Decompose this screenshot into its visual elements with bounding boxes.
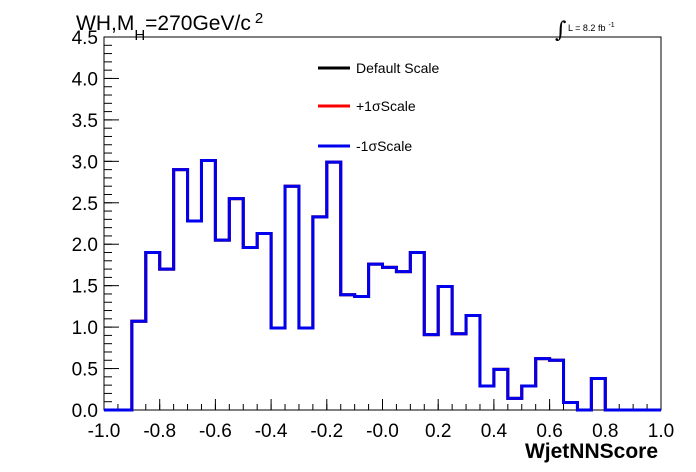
x-tick-label: -0.0 bbox=[366, 421, 399, 442]
legend: Default Scale +1σScale -1σScale bbox=[318, 60, 439, 154]
y-tick-label: 3.0 bbox=[72, 152, 98, 173]
x-tick-label: 0.4 bbox=[481, 421, 508, 442]
x-tick-label: -0.6 bbox=[199, 421, 232, 442]
y-tick-label: 3.5 bbox=[72, 111, 98, 132]
x-tick-label: -1.0 bbox=[88, 421, 121, 442]
x-tick-label: -0.4 bbox=[255, 421, 288, 442]
chart-title: WH,MH=270GeV/c 2 bbox=[76, 10, 263, 44]
y-tick-label: 1.0 bbox=[72, 318, 98, 339]
series-group bbox=[104, 159, 661, 412]
x-tick-label: 1.0 bbox=[648, 421, 674, 442]
y-tick-label: 0.5 bbox=[72, 360, 98, 381]
y-tick-label: 2.0 bbox=[72, 235, 98, 256]
y-tick-label: 4.5 bbox=[72, 28, 98, 49]
x-tick-label: -0.2 bbox=[310, 421, 343, 442]
x-tick-label: 0.8 bbox=[592, 421, 618, 442]
legend-label: -1σScale bbox=[356, 138, 412, 154]
y-tick-label: 1.5 bbox=[72, 277, 98, 298]
lumi-superscript: -1 bbox=[608, 22, 614, 29]
title-subscript: H bbox=[134, 27, 145, 44]
title-main: WH,M bbox=[76, 12, 134, 35]
lumi-label: L = 8.2 fb -1 bbox=[568, 22, 615, 33]
lumi-integral: ∫ bbox=[555, 18, 567, 43]
y-tick-label: 2.5 bbox=[72, 194, 98, 215]
legend-label: Default Scale bbox=[356, 60, 439, 76]
x-tick-label: 0.6 bbox=[536, 421, 562, 442]
series-line-3 bbox=[104, 159, 661, 412]
y-tick-label: 4.0 bbox=[72, 69, 98, 90]
x-axis-title: WjetNNScore bbox=[525, 440, 658, 463]
axes: 0.0 0.5 1.0 1.5 2.0 2.5 3.0 3.5 4.0 4.5 -1.0 -0.8 -0… bbox=[72, 28, 675, 442]
lumi-text: L = 8.2 fb bbox=[568, 23, 605, 33]
y-tick-label: 0.0 bbox=[72, 401, 98, 422]
title-superscript: 2 bbox=[255, 10, 263, 27]
x-tick-label: 0.2 bbox=[425, 421, 451, 442]
legend-label: +1σScale bbox=[356, 98, 416, 114]
x-tick-label: -0.8 bbox=[143, 421, 176, 442]
title-rest: =270GeV/c bbox=[145, 12, 251, 35]
